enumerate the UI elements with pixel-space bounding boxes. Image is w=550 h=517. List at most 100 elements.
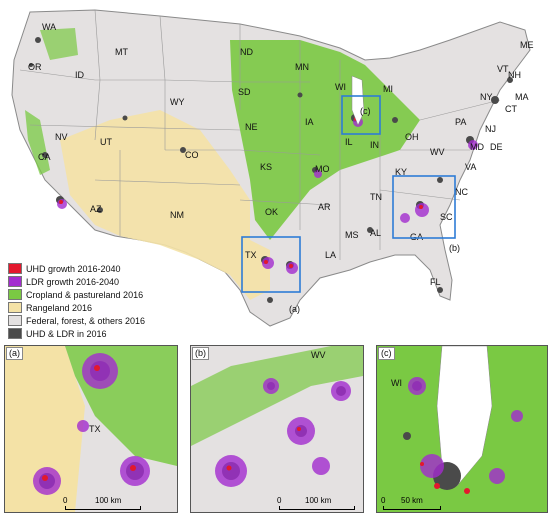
state-label-az: AZ bbox=[90, 204, 102, 214]
state-label-mi: MI bbox=[383, 84, 393, 94]
legend-swatch bbox=[8, 328, 22, 339]
panel-b-scale-bar: 0 100 km bbox=[277, 496, 359, 510]
panel-a-scale-label: 100 km bbox=[95, 496, 122, 505]
legend-label: UHD & LDR in 2016 bbox=[26, 328, 107, 339]
state-label-me: ME bbox=[520, 40, 534, 50]
inset-panel-b: WV (b) 0 100 km bbox=[190, 345, 364, 513]
cropland-central-valley bbox=[25, 110, 50, 175]
legend-label: Federal, forest, & others 2016 bbox=[26, 315, 146, 326]
state-label-ma: MA bbox=[515, 92, 529, 102]
callout-box-a bbox=[241, 236, 301, 293]
state-label-ut: UT bbox=[100, 137, 112, 147]
rangeland-region bbox=[60, 110, 270, 300]
panel-c-scale-zero: 0 bbox=[381, 496, 386, 505]
legend-swatch bbox=[8, 276, 22, 287]
state-label-oh: OH bbox=[405, 132, 419, 142]
state-label-ok: OK bbox=[265, 207, 278, 217]
state-label-nj: NJ bbox=[485, 124, 496, 134]
state-label-ky: KY bbox=[395, 167, 407, 177]
state-label-or: OR bbox=[28, 62, 42, 72]
state-label-ne: NE bbox=[245, 122, 258, 132]
state-label-ar: AR bbox=[318, 202, 331, 212]
legend-swatch bbox=[8, 315, 22, 326]
state-label-sc: SC bbox=[440, 212, 453, 222]
panel-c-scale-bar: 0 50 km bbox=[381, 496, 445, 510]
legend-swatch bbox=[8, 302, 22, 313]
state-label-mt: MT bbox=[115, 47, 128, 57]
lake-michigan-inset bbox=[436, 346, 493, 487]
legend-label: UHD growth 2016-2040 bbox=[26, 263, 121, 274]
legend-item: LDR growth 2016-2040 bbox=[8, 275, 208, 288]
state-label-il: IL bbox=[345, 137, 353, 147]
lake-michigan bbox=[351, 75, 365, 126]
panel-c-tag: (c) bbox=[378, 347, 395, 360]
callout-box-c bbox=[341, 95, 381, 135]
cropland-palouse bbox=[40, 28, 78, 60]
legend-item: Rangeland 2016 bbox=[8, 301, 208, 314]
callout-label-a: (a) bbox=[289, 304, 300, 314]
state-label-wy: WY bbox=[170, 97, 185, 107]
state-label-vt: VT bbox=[497, 64, 509, 74]
state-label-ga: GA bbox=[410, 232, 423, 242]
legend-item: UHD growth 2016-2040 bbox=[8, 262, 208, 275]
state-label-wv: WV bbox=[430, 147, 445, 157]
state-label-in: IN bbox=[370, 140, 379, 150]
state-label-id: ID bbox=[75, 70, 85, 80]
panel-b-scale-label: 100 km bbox=[305, 496, 332, 505]
state-label-mn: MN bbox=[295, 62, 309, 72]
state-label-tx: TX bbox=[245, 250, 257, 260]
state-label-ks: KS bbox=[260, 162, 272, 172]
state-label-nm: NM bbox=[170, 210, 184, 220]
legend-label: Rangeland 2016 bbox=[26, 302, 93, 313]
callout-label-c: (c) bbox=[360, 106, 371, 116]
state-label-co: CO bbox=[185, 150, 199, 160]
panel-a-scale-zero: 0 bbox=[63, 496, 68, 505]
state-label-md: MD bbox=[470, 142, 484, 152]
cropland-region bbox=[230, 40, 420, 240]
inset-map-a: TX bbox=[5, 346, 177, 512]
legend-item: UHD & LDR in 2016 bbox=[8, 327, 208, 340]
state-label-mo: MO bbox=[315, 164, 330, 174]
state-label-nh: NH bbox=[508, 70, 521, 80]
state-label-wa: WA bbox=[42, 22, 56, 32]
state-label-fl: FL bbox=[430, 277, 441, 287]
state-label-wi: WI bbox=[335, 82, 346, 92]
inset-map-b: WV bbox=[191, 346, 363, 512]
inset-panel-a: TX (a) 0 100 km bbox=[4, 345, 178, 513]
legend-label: Cropland & pastureland 2016 bbox=[26, 289, 144, 300]
state-label-nv: NV bbox=[55, 132, 68, 142]
conterminous-us-map: WA OR ID MT ND SD WY NE NV UT CO KS AZ NM TX MN WI IA MO AR… bbox=[11, 9, 534, 327]
legend-swatch bbox=[8, 263, 22, 274]
panel-a-state-label: TX bbox=[89, 424, 101, 434]
state-label-tn: TN bbox=[370, 192, 382, 202]
legend-label: LDR growth 2016-2040 bbox=[26, 276, 120, 287]
inset-panel-c: WI (c) 0 50 km bbox=[376, 345, 548, 513]
state-label-ct: CT bbox=[505, 104, 517, 114]
state-label-ca: CA bbox=[38, 152, 51, 162]
legend-swatch bbox=[8, 289, 22, 300]
map-legend: UHD growth 2016-2040 LDR growth 2016-2040… bbox=[8, 262, 208, 340]
state-label-la: LA bbox=[325, 250, 336, 260]
state-label-ms: MS bbox=[345, 230, 359, 240]
legend-item: Federal, forest, & others 2016 bbox=[8, 314, 208, 327]
callout-box-b bbox=[392, 175, 456, 239]
legend-item: Cropland & pastureland 2016 bbox=[8, 288, 208, 301]
panel-c-state-label: WI bbox=[391, 378, 402, 388]
state-label-ny: NY bbox=[480, 92, 493, 102]
state-label-nc: NC bbox=[455, 187, 468, 197]
state-label-nd: ND bbox=[240, 47, 253, 57]
panel-b-state-label: WV bbox=[311, 350, 326, 360]
panel-b-tag: (b) bbox=[192, 347, 209, 360]
state-label-ia: IA bbox=[305, 117, 314, 127]
state-label-sd: SD bbox=[238, 87, 251, 97]
panel-c-scale-label: 50 km bbox=[401, 496, 423, 505]
state-labels: WA OR ID MT ND SD WY NE NV UT CO KS AZ NM TX MN WI IA MO AR… bbox=[28, 22, 534, 287]
panel-a-scale-bar: 0 100 km bbox=[63, 496, 145, 510]
panel-a-tag: (a) bbox=[6, 347, 23, 360]
state-label-pa: PA bbox=[455, 117, 466, 127]
callout-label-b: (b) bbox=[449, 243, 460, 253]
state-label-va: VA bbox=[465, 162, 476, 172]
panel-b-scale-zero: 0 bbox=[277, 496, 282, 505]
state-label-de: DE bbox=[490, 142, 503, 152]
inset-map-c: WI bbox=[377, 346, 547, 512]
